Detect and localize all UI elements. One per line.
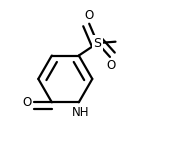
Text: S: S [94,37,102,50]
Text: O: O [85,9,94,22]
Text: O: O [23,96,32,109]
Text: O: O [106,59,115,72]
Text: NH: NH [71,106,89,119]
